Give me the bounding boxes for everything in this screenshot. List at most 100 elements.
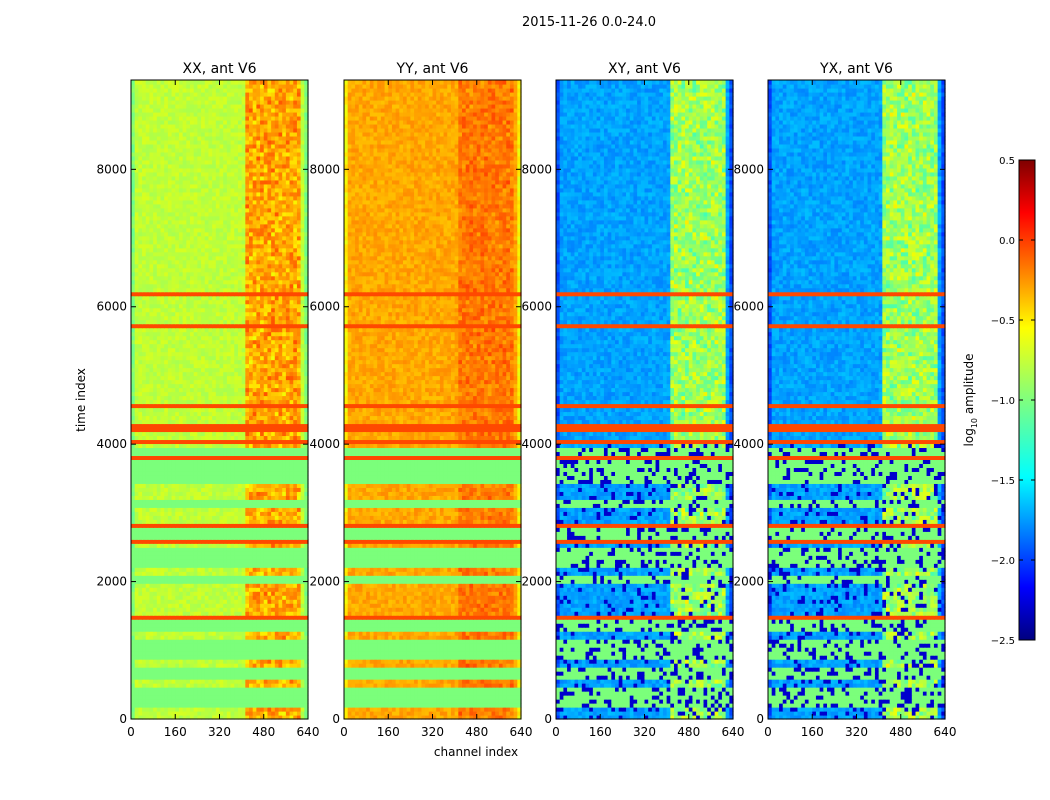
heatmap-cell <box>197 435 202 441</box>
heatmap-cell <box>271 335 276 341</box>
heatmap-cell <box>300 519 305 524</box>
heatmap-cell <box>304 359 309 365</box>
heatmap-cell <box>204 407 210 413</box>
heatmap-cell <box>201 555 206 560</box>
heatmap-cell <box>175 371 180 377</box>
heatmap-cell <box>138 411 143 417</box>
heatmap-cell <box>156 695 162 700</box>
heatmap-cell <box>186 651 191 656</box>
heatmap-cell <box>293 535 298 540</box>
heatmap-cell <box>304 311 309 317</box>
heatmap-cell <box>267 387 272 393</box>
heatmap-cell <box>153 335 158 341</box>
heatmap-cell <box>285 315 291 321</box>
heatmap-cell <box>160 531 165 536</box>
heatmap-cell <box>204 595 210 600</box>
heatmap-cell <box>201 391 206 397</box>
heatmap-cell <box>293 635 298 640</box>
heatmap-cell <box>289 471 294 476</box>
heatmap-cell <box>267 487 272 492</box>
heatmap-cell <box>171 527 176 532</box>
heatmap-cell <box>249 631 254 636</box>
heatmap-cell <box>296 443 302 449</box>
heatmap-cell <box>175 351 180 357</box>
heatmap-cell <box>300 567 305 572</box>
heatmap-cell <box>267 371 272 377</box>
heatmap-cell <box>131 311 136 317</box>
heatmap-cell <box>164 507 169 512</box>
heatmap-cell <box>134 663 139 668</box>
heatmap-cell <box>278 355 283 361</box>
heatmap-cell <box>226 635 232 640</box>
heatmap-cell <box>208 351 213 357</box>
heatmap-cell <box>293 643 298 648</box>
heatmap-cell <box>249 559 254 564</box>
heatmap-cell <box>274 523 280 528</box>
heatmap-cell <box>197 311 202 317</box>
heatmap-cell <box>190 699 195 704</box>
heatmap-cell <box>267 363 272 369</box>
heatmap-cell <box>230 359 235 365</box>
heatmap-cell <box>197 515 202 520</box>
heatmap-cell <box>263 435 269 441</box>
heatmap-cell <box>153 647 158 652</box>
heatmap-cell <box>226 631 232 636</box>
heatmap-cell <box>160 319 165 325</box>
heatmap-cell <box>153 567 158 572</box>
heatmap-cell <box>171 523 176 528</box>
heatmap-cell <box>260 675 265 680</box>
heatmap-cell <box>223 683 228 688</box>
heatmap-cell <box>149 623 154 628</box>
heatmap-cell <box>204 323 210 329</box>
heatmap-cell <box>212 535 217 540</box>
heatmap-cell <box>190 347 195 353</box>
heatmap-cell <box>271 531 276 536</box>
heatmap-cell <box>142 479 147 484</box>
heatmap-cell <box>186 399 191 405</box>
heatmap-cell <box>249 699 254 704</box>
heatmap-cell <box>171 387 176 393</box>
heatmap-cell <box>274 591 280 596</box>
heatmap-cell <box>204 511 210 516</box>
heatmap-cell <box>149 647 154 652</box>
heatmap-cell <box>142 435 147 441</box>
heatmap-cell <box>175 443 180 449</box>
heatmap-cell <box>274 339 280 345</box>
heatmap-cell <box>204 491 210 496</box>
heatmap-cell <box>289 491 294 496</box>
heatmap-cell <box>230 375 235 381</box>
heatmap-cell <box>138 475 143 480</box>
heatmap-cell <box>282 583 287 588</box>
heatmap-cell <box>304 635 309 640</box>
heatmap-cell <box>226 423 232 429</box>
heatmap-cell <box>300 443 305 449</box>
heatmap-cell <box>300 591 305 596</box>
heatmap-cell <box>153 679 158 684</box>
heatmap-cell <box>260 391 265 397</box>
heatmap-cell <box>230 455 235 460</box>
heatmap-cell <box>156 455 162 460</box>
heatmap-cell <box>182 451 187 457</box>
heatmap-cell <box>234 611 239 616</box>
heatmap-cell <box>160 663 165 668</box>
heatmap-cell <box>171 415 176 421</box>
heatmap-cell <box>197 711 202 716</box>
heatmap-cell <box>274 451 280 457</box>
heatmap-cell <box>223 679 228 684</box>
heatmap-cell <box>212 479 217 484</box>
heatmap-cell <box>145 667 151 672</box>
heatmap-cell <box>215 663 221 668</box>
heatmap-cell <box>178 671 184 676</box>
heatmap-cell <box>300 491 305 496</box>
heatmap-cell <box>164 511 169 516</box>
heatmap-cell <box>256 635 261 640</box>
heatmap-cell <box>245 599 250 604</box>
heatmap-cell <box>263 347 269 353</box>
heatmap-cell <box>274 331 280 337</box>
heatmap-cell <box>304 647 309 652</box>
heatmap-cell <box>223 583 228 588</box>
heatmap-cell <box>182 387 187 393</box>
heatmap-cell <box>156 583 162 588</box>
heatmap-cell <box>145 375 151 381</box>
heatmap-cell <box>167 591 173 596</box>
